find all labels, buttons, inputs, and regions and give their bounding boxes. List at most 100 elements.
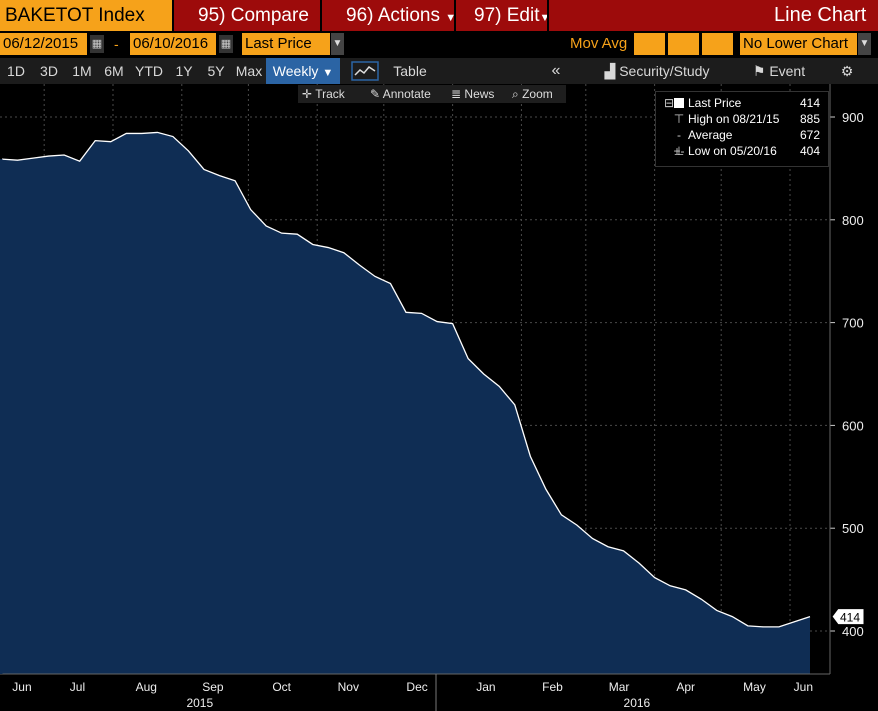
price-line	[1, 131, 811, 628]
calendar-icon[interactable]: ▦	[90, 35, 104, 53]
security-study-button[interactable]: ▟ Security/Study	[595, 58, 719, 84]
security-study-label: Security/Study	[619, 63, 710, 79]
average-marker-icon: -+-	[673, 128, 685, 158]
year-label: 2015	[186, 696, 213, 710]
range-6m-button[interactable]: 6M	[104, 63, 124, 79]
zoom-button[interactable]: ⌕ Zoom	[512, 85, 553, 103]
actions-label: 96) Actions	[346, 5, 440, 26]
news-icon: ≣	[451, 87, 462, 101]
y-tick-label: 800	[842, 213, 864, 228]
x-tick-label: Apr	[676, 680, 695, 694]
annotate-button[interactable]: ✎ Annotate	[370, 85, 431, 103]
track-button[interactable]: ✛ Track	[302, 85, 345, 103]
compare-button[interactable]: 95) Compare	[198, 5, 309, 26]
search-icon: ⌕	[512, 87, 519, 101]
legend-last-label: Last Price	[688, 96, 742, 110]
range-3d-button[interactable]: 3D	[40, 63, 58, 79]
legend: ⊟ Last Price 414 ⊤ High on 08/21/15 885 …	[655, 91, 829, 167]
x-tick-label: Jun	[794, 680, 813, 694]
white-swatch-icon	[674, 98, 684, 108]
range-5y-button[interactable]: 5Y	[207, 63, 225, 79]
edit-button[interactable]: 97) Edit▼	[474, 0, 550, 31]
separator	[454, 0, 456, 31]
minus-box-icon[interactable]: ⊟	[663, 96, 675, 110]
legend-high-value: 885	[799, 112, 820, 126]
last-value-tag-shape	[831, 608, 865, 626]
gear-icon[interactable]: ⚙	[840, 63, 854, 79]
last-value-tag-label: 414	[840, 611, 860, 625]
price-field-select[interactable]: Last Price	[242, 33, 330, 55]
x-tick-label: Oct	[272, 680, 291, 694]
chart-settings-bar: 06/12/2015 ▦ - 06/10/2016 ▦ Last Price ▼…	[0, 33, 878, 56]
settings-spacer	[346, 33, 630, 55]
range-1m-button[interactable]: 1M	[72, 63, 92, 79]
y-tick-label: 700	[842, 316, 864, 331]
annotate-label: Annotate	[382, 87, 431, 101]
y-tick-label: 500	[842, 521, 864, 536]
date-range-dash: -	[114, 36, 119, 52]
line-chart-icon[interactable]	[348, 58, 382, 84]
legend-high-label: High on 08/21/15	[688, 112, 780, 126]
range-bar: 1D 3D 1M 6M YTD 1Y 5Y Max Weekly ▼ Table…	[0, 58, 878, 84]
pencil-icon: ✎	[370, 87, 381, 101]
table-button[interactable]: Table	[393, 63, 427, 79]
actions-button[interactable]: 96) Actions ▼	[346, 0, 456, 31]
legend-row-average: -+- Average 672	[656, 127, 826, 158]
flag-icon: ⚑	[752, 63, 766, 79]
news-button[interactable]: ≣ News	[451, 85, 495, 103]
track-label: Track	[315, 87, 345, 101]
range-1y-button[interactable]: 1Y	[175, 63, 193, 79]
mov-avg-field-3[interactable]	[702, 33, 733, 55]
security-ticker-field[interactable]: BAKETOT Index	[0, 0, 172, 31]
chart-area[interactable]: 400 500 600 700 800 900 Jun Jul Aug Sep Oct Nov Dec…	[0, 84, 878, 711]
x-tick-label: Aug	[136, 680, 157, 694]
legend-row-last: ⊟ Last Price 414	[656, 95, 826, 111]
mov-avg-field-2[interactable]	[668, 33, 699, 55]
range-ytd-button[interactable]: YTD	[135, 63, 163, 79]
calendar-icon[interactable]: ▦	[219, 35, 233, 53]
legend-average-value: 672	[799, 128, 820, 142]
x-tick-label: Mar	[609, 680, 630, 694]
collapse-chevron-icon[interactable]: «	[551, 62, 561, 79]
end-date-field[interactable]: 06/10/2016	[130, 33, 216, 55]
chevron-down-icon: ▼	[539, 12, 551, 24]
chart-type-title: Line Chart	[774, 4, 867, 26]
frequency-label: Weekly	[272, 63, 319, 79]
last-value-tag: 414	[831, 608, 865, 626]
x-tick-label: May	[743, 680, 766, 694]
frequency-select[interactable]: Weekly ▼	[266, 58, 340, 84]
event-label: Event	[769, 63, 806, 79]
area-edge	[0, 159, 3, 674]
chart-tools	[298, 85, 566, 103]
price-area	[2, 132, 810, 675]
range-1d-button[interactable]: 1D	[7, 63, 25, 79]
lower-chart-select[interactable]: No Lower Chart	[740, 33, 857, 55]
bar-chart-icon: ▟	[604, 63, 616, 79]
low-marker-icon: ⊥	[673, 144, 685, 158]
event-button[interactable]: ⚑ Event	[745, 58, 813, 84]
x-tick-label: Feb	[542, 680, 563, 694]
y-tick-label: 600	[842, 418, 864, 433]
mov-avg-field-1[interactable]	[634, 33, 665, 55]
chevron-down-icon[interactable]: ▼	[858, 33, 871, 55]
y-tick-label: 400	[842, 624, 864, 639]
chevron-down-icon[interactable]: ▼	[331, 33, 344, 55]
crosshair-icon: ✛	[302, 87, 313, 101]
legend-last-value: 414	[799, 96, 820, 110]
year-label: 2016	[624, 696, 651, 710]
legend-row-high: ⊤ High on 08/21/15 885	[656, 111, 826, 127]
legend-low-label: Low on 05/20/16	[688, 144, 777, 158]
high-marker-icon: ⊤	[673, 112, 685, 126]
y-tick-label: 900	[842, 110, 864, 125]
x-tick-label: Sep	[202, 680, 224, 694]
chevron-down-icon: ▼	[322, 67, 334, 79]
x-tick-label: Jul	[70, 680, 85, 694]
start-date-field[interactable]: 06/12/2015	[0, 33, 87, 55]
legend-low-value: 404	[799, 144, 820, 158]
separator	[320, 0, 322, 31]
legend-average-label: Average	[688, 128, 733, 142]
mov-avg-label: Mov Avg	[567, 33, 631, 55]
edit-label: 97) Edit	[474, 5, 540, 26]
chevron-down-icon: ▼	[445, 12, 457, 24]
range-max-button[interactable]: Max	[235, 63, 263, 79]
